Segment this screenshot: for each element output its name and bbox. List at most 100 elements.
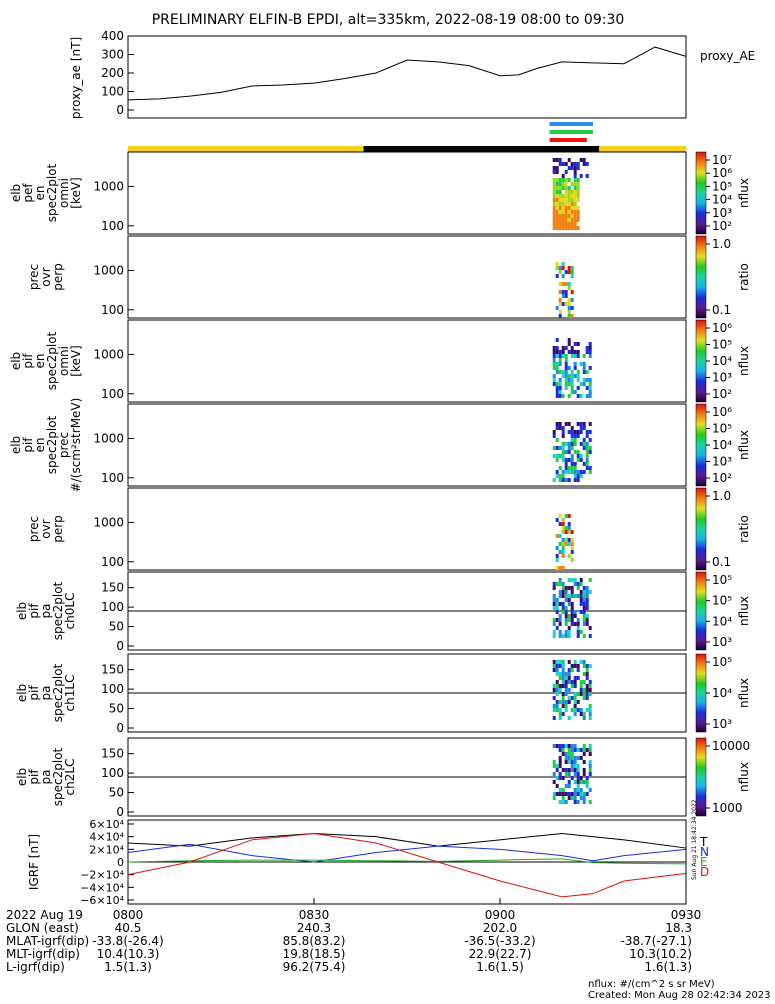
heatmap-cell (558, 266, 562, 270)
panel-frame (127, 319, 687, 403)
heatmap-cell (567, 796, 571, 800)
spectrogram-panels: 1000100elbpefenspec2plotomni[keV]10⁷10⁶1… (9, 151, 751, 819)
panel-ylabel-word: spec2plot (51, 747, 65, 806)
heatmap-cell (582, 598, 586, 602)
heatmap-cell (582, 614, 586, 618)
heatmap-cell (564, 302, 568, 306)
heatmap-cell (570, 578, 574, 582)
heatmap-cell (558, 700, 562, 704)
proxy-ae-ytick-label: 400 (101, 29, 124, 43)
colorbar (695, 737, 707, 817)
heatmap-cell (576, 182, 580, 186)
footer-value: 1.5(1.3) (104, 960, 152, 974)
heatmap-cell (582, 426, 586, 430)
heatmap-cell (573, 764, 577, 768)
heatmap-cell (570, 222, 574, 226)
heatmap-cell (582, 610, 586, 614)
heatmap-cell (588, 744, 592, 748)
heatmap-cell (567, 194, 571, 198)
heatmap-cell (555, 218, 559, 222)
heatmap-cell (564, 672, 568, 676)
heatmap-cell (570, 558, 574, 562)
heatmap-cell (564, 744, 568, 748)
heatmap-cell (567, 538, 571, 542)
footer-value: 1.6(1.3) (644, 960, 692, 974)
heatmap-cell (561, 634, 565, 638)
proxy-ae-ytick-label: 0 (116, 103, 124, 117)
heatmap-cell (570, 442, 574, 446)
heatmap-cell (564, 162, 568, 166)
heatmap-cell (573, 768, 577, 772)
heatmap-cell (576, 792, 580, 796)
heatmap-cell (555, 474, 559, 478)
heatmap-cell (570, 470, 574, 474)
heatmap-cell (582, 768, 586, 772)
colorbar-tick-label: 10³ (712, 635, 732, 649)
heatmap-cell (564, 590, 568, 594)
heatmap-cell (579, 796, 583, 800)
heatmap-cell (573, 664, 577, 668)
heatmap-cell (579, 394, 583, 398)
colorbar-label: nflux (737, 596, 751, 626)
panel-ylabel-word: elb (15, 768, 29, 786)
heatmap-cell (576, 354, 580, 358)
heatmap-cell (582, 590, 586, 594)
igrf-line-N (127, 843, 687, 863)
panel-ylabel-word: ovr (39, 519, 53, 538)
heatmap-cell (588, 470, 592, 474)
igrf-ytick-label: 6×10⁴ (89, 818, 124, 831)
heatmap-cell (582, 752, 586, 756)
heatmap-cell (558, 534, 562, 538)
heatmap-cell (579, 582, 583, 586)
heatmap-cell (552, 598, 556, 602)
footer-row-label: MLT-igrf(dip) (6, 947, 80, 961)
heatmap-cell (564, 218, 568, 222)
panel-ylabel-word: spec2plot (45, 331, 59, 390)
ytick-label: 50 (109, 620, 124, 634)
heatmap-cell (579, 594, 583, 598)
heatmap-cell (561, 458, 565, 462)
heatmap-cell (570, 538, 574, 542)
ytick-label: 100 (101, 555, 124, 569)
heatmap-cell (582, 594, 586, 598)
heatmap-cell (552, 226, 556, 230)
heatmap-cell (570, 290, 574, 294)
heatmap-cell (567, 198, 571, 202)
heatmap-cell (582, 660, 586, 664)
heatmap-cell (552, 166, 556, 170)
heatmap-cell (576, 162, 580, 166)
heatmap-cell (555, 346, 559, 350)
heatmap-cell (561, 546, 565, 550)
heatmap-cell (561, 602, 565, 606)
colorbar (695, 151, 707, 235)
heatmap-cell (576, 394, 580, 398)
heatmap-cell (552, 660, 556, 664)
panel-ylabel-word: pif (27, 685, 41, 701)
heatmap-cell (585, 684, 589, 688)
panel-ylabel-word: en (33, 186, 47, 201)
ytick-label: 0 (116, 721, 124, 735)
heatmap-cell (567, 222, 571, 226)
heatmap-cell (558, 370, 562, 374)
heatmap-cell (567, 614, 571, 618)
heatmap-cell (564, 634, 568, 638)
heatmap-cell (570, 614, 574, 618)
heatmap-cell (552, 210, 556, 214)
heatmap-cell (558, 394, 562, 398)
colorbar-label: nflux (737, 346, 751, 376)
heatmap-cell (585, 594, 589, 598)
heatmap-cell (576, 386, 580, 390)
heatmap-cell (588, 708, 592, 712)
heatmap-cell (561, 680, 565, 684)
heatmap-cell (576, 788, 580, 792)
heatmap-cell (552, 346, 556, 350)
heatmap-cell (564, 206, 568, 210)
heatmap-cell (570, 546, 574, 550)
heatmap-cell (567, 446, 571, 450)
heatmap-cell (564, 202, 568, 206)
heatmap-cell (576, 350, 580, 354)
heatmap-cell (573, 614, 577, 618)
heatmap-cell (552, 760, 556, 764)
